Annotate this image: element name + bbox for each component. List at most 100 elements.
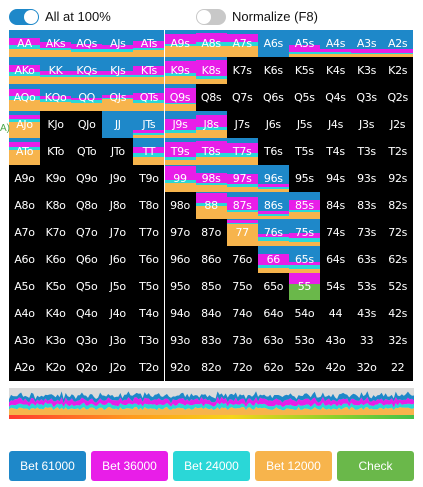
hand-cell[interactable]: T8o <box>133 192 165 219</box>
hand-cell[interactable]: 87o <box>195 219 227 246</box>
hand-cell[interactable]: 73s <box>351 219 383 246</box>
hand-cell[interactable]: 94s <box>320 165 351 192</box>
hand-cell[interactable]: 75s <box>288 219 320 246</box>
hand-cell[interactable]: QTo <box>71 138 103 165</box>
hand-cell[interactable]: 54s <box>320 273 351 300</box>
hand-cell[interactable]: A2s <box>382 30 414 57</box>
hand-cell[interactable]: 44 <box>320 300 351 327</box>
hand-cell[interactable]: T2s <box>382 138 414 165</box>
hand-cell[interactable]: AJo <box>9 111 40 138</box>
hand-cell[interactable]: K6s <box>257 57 289 84</box>
hand-cell[interactable]: K8s <box>195 57 227 84</box>
hand-cell[interactable]: 74s <box>320 219 351 246</box>
hand-cell[interactable]: QQ <box>71 84 103 111</box>
hand-cell[interactable]: QJs <box>102 84 134 111</box>
hand-cell[interactable]: 52o <box>288 354 320 381</box>
hand-cell[interactable]: K9o <box>40 165 72 192</box>
hand-cell[interactable]: 95s <box>288 165 320 192</box>
hand-cell[interactable]: T6o <box>133 246 165 273</box>
hand-cell[interactable]: 84o <box>195 300 227 327</box>
hand-cell[interactable]: A9s <box>164 30 196 57</box>
hand-cell[interactable]: 22 <box>382 354 414 381</box>
hand-cell[interactable]: T8s <box>195 138 227 165</box>
hand-cell[interactable]: T9s <box>164 138 196 165</box>
hand-cell[interactable]: J9s <box>164 111 196 138</box>
hand-cell[interactable]: 93s <box>351 165 383 192</box>
hand-cell[interactable]: AQs <box>71 30 103 57</box>
hand-cell[interactable]: A8o <box>9 192 40 219</box>
hand-cell[interactable]: J7s <box>226 111 258 138</box>
hand-cell[interactable]: A8s <box>195 30 227 57</box>
hand-cell[interactable]: 66 <box>257 246 289 273</box>
hand-cell[interactable]: JTs <box>133 111 165 138</box>
hand-cell[interactable]: KTo <box>40 138 72 165</box>
hand-cell[interactable]: 77 <box>226 219 258 246</box>
hand-cell[interactable]: K3o <box>40 327 72 354</box>
hand-cell[interactable]: 32o <box>351 354 383 381</box>
hand-cell[interactable]: A5s <box>288 30 320 57</box>
hand-cell[interactable]: K3s <box>351 57 383 84</box>
hand-cell[interactable]: 73o <box>226 327 258 354</box>
hand-cell[interactable]: Q2o <box>71 354 103 381</box>
hand-cell[interactable]: K6o <box>40 246 72 273</box>
action-button[interactable]: Bet 61000 <box>9 451 86 481</box>
hand-cell[interactable]: A6s <box>257 30 289 57</box>
hand-cell[interactable]: 86o <box>195 246 227 273</box>
normalize-toggle[interactable] <box>196 9 226 25</box>
hand-cell[interactable]: Q9o <box>71 165 103 192</box>
hand-cell[interactable]: AKs <box>40 30 72 57</box>
hand-cell[interactable]: J6s <box>257 111 289 138</box>
hand-cell[interactable]: T4o <box>133 300 165 327</box>
hand-cell[interactable]: Q3s <box>351 84 383 111</box>
hand-cell[interactable]: K9s <box>164 57 196 84</box>
hand-cell[interactable]: T3o <box>133 327 165 354</box>
hand-cell[interactable]: 82o <box>195 354 227 381</box>
hand-cell[interactable]: KTs <box>133 57 165 84</box>
hand-cell[interactable]: 87s <box>226 192 258 219</box>
hand-cell[interactable]: Q9s <box>164 84 196 111</box>
hand-cell[interactable]: ATs <box>133 30 165 57</box>
hand-cell[interactable]: A4o <box>9 300 40 327</box>
hand-cell[interactable]: Q5o <box>71 273 103 300</box>
hand-cell[interactable]: QJo <box>71 111 103 138</box>
hand-cell[interactable]: 97o <box>164 219 196 246</box>
hand-cell[interactable]: 76o <box>226 246 258 273</box>
hand-cell[interactable]: K5o <box>40 273 72 300</box>
hand-cell[interactable]: T5s <box>288 138 320 165</box>
hand-cell[interactable]: KQs <box>71 57 103 84</box>
hand-cell[interactable]: J2o <box>102 354 134 381</box>
hand-cell[interactable]: Q7o <box>71 219 103 246</box>
hand-cell[interactable]: 85o <box>195 273 227 300</box>
hand-cell[interactable]: J8s <box>195 111 227 138</box>
hand-cell[interactable]: J6o <box>102 246 134 273</box>
hand-cell[interactable]: A5o <box>9 273 40 300</box>
hand-cell[interactable]: A7s <box>226 30 258 57</box>
hand-cell[interactable]: T6s <box>257 138 289 165</box>
hand-cell[interactable]: A4s <box>320 30 351 57</box>
hand-cell[interactable]: A3s <box>351 30 383 57</box>
hand-cell[interactable]: 99 <box>164 165 196 192</box>
hand-cell[interactable]: Q8s <box>195 84 227 111</box>
hand-cell[interactable]: 54o <box>288 300 320 327</box>
hand-cell[interactable]: QTs <box>133 84 165 111</box>
hand-cell[interactable]: 98o <box>164 192 196 219</box>
hand-cell[interactable]: J4s <box>320 111 351 138</box>
hand-cell[interactable]: JTo <box>102 138 134 165</box>
action-button[interactable]: Bet 36000 <box>91 451 168 481</box>
hand-cell[interactable]: 84s <box>320 192 351 219</box>
hand-cell[interactable]: AQo <box>9 84 40 111</box>
hand-cell[interactable]: Q6o <box>71 246 103 273</box>
hand-cell[interactable]: 72s <box>382 219 414 246</box>
hand-cell[interactable]: T3s <box>351 138 383 165</box>
hand-cell[interactable]: 94o <box>164 300 196 327</box>
hand-cell[interactable]: K7s <box>226 57 258 84</box>
hand-cell[interactable]: K2o <box>40 354 72 381</box>
hand-cell[interactable]: KJo <box>40 111 72 138</box>
hand-cell[interactable]: 93o <box>164 327 196 354</box>
hand-cell[interactable]: 86s <box>257 192 289 219</box>
hand-cell[interactable]: K4s <box>320 57 351 84</box>
hand-cell[interactable]: 95o <box>164 273 196 300</box>
hand-cell[interactable]: 53s <box>351 273 383 300</box>
hand-cell[interactable]: 83s <box>351 192 383 219</box>
hand-cell[interactable]: J5o <box>102 273 134 300</box>
